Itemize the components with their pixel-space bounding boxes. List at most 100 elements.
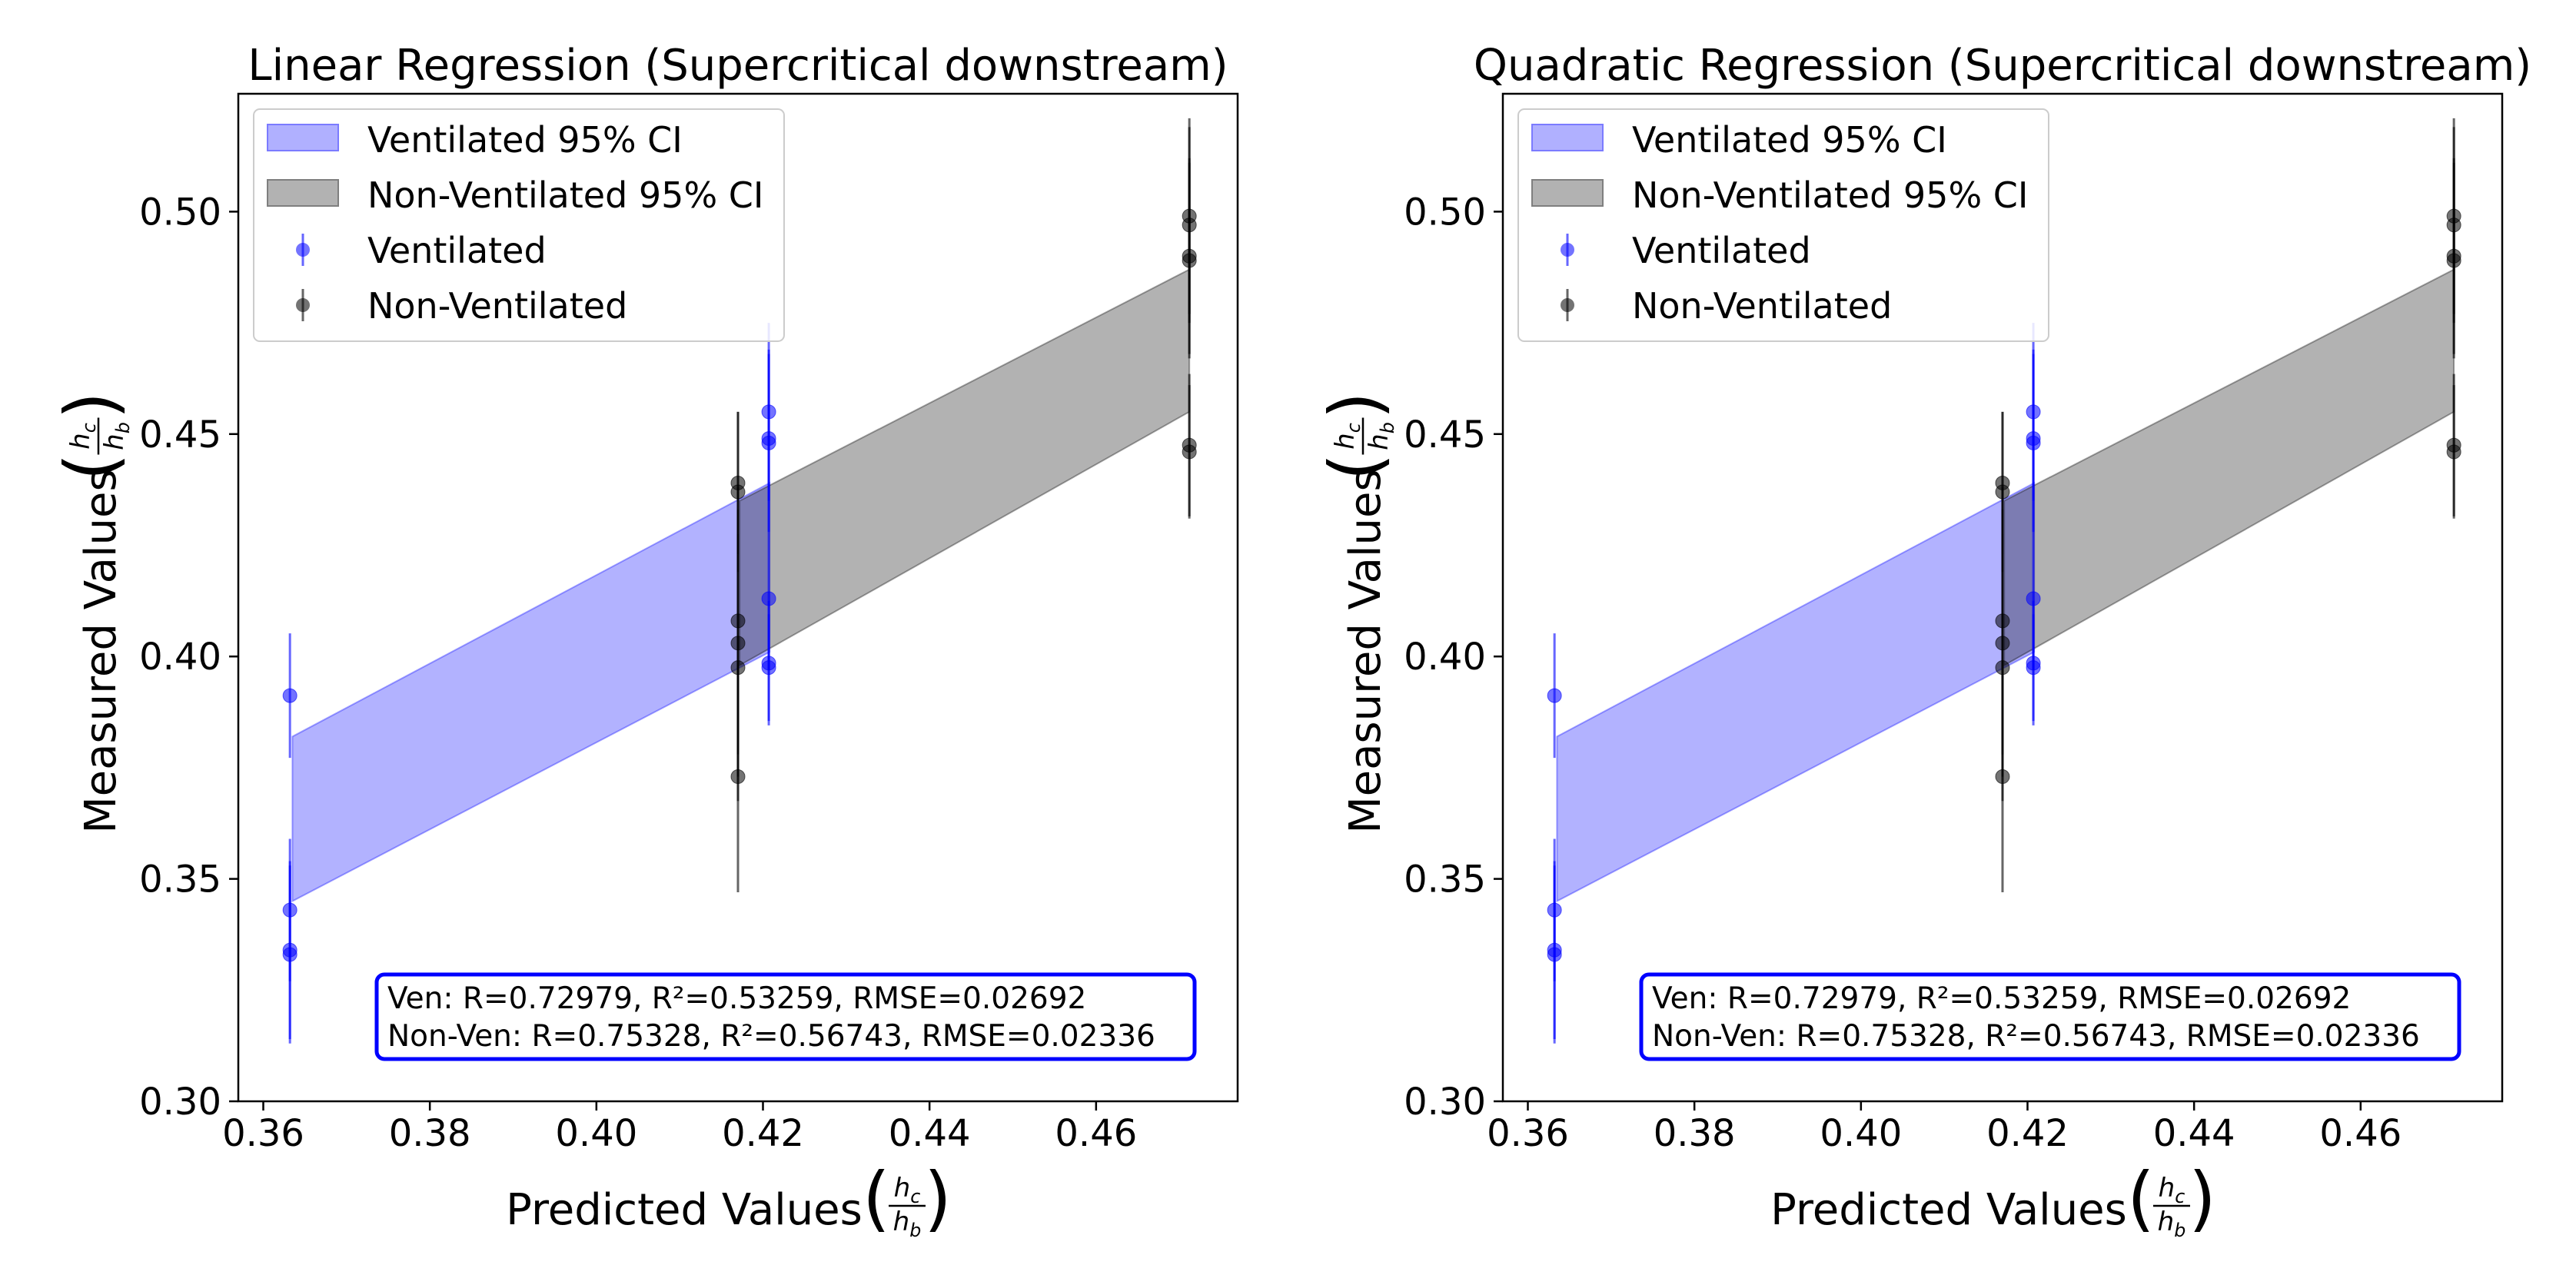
x-tick-label: 0.42: [722, 1112, 804, 1155]
y-axis-label-denominator: hb: [1364, 422, 1398, 450]
x-axis-label-left-paren: (: [863, 1157, 890, 1240]
chart-title: Linear Regression (Supercritical downstr…: [248, 41, 1228, 91]
data-point: [282, 947, 297, 962]
data-point: [1182, 253, 1197, 268]
x-axis-label-numerator: hc: [2159, 1173, 2185, 1207]
non-ventilated-series: [1995, 118, 2461, 892]
y-axis-label-numerator: hc: [65, 423, 100, 450]
x-axis-label-denominator-sub: b: [909, 1220, 921, 1241]
x-axis-label-numerator-sub: c: [2175, 1186, 2185, 1207]
y-axis-label-denominator-sub: b: [1377, 422, 1398, 433]
stats-annotation: Ven: R=0.72979, R²=0.53259, RMSE=0.02692…: [374, 972, 1197, 1061]
legend-non-ventilated-marker: [296, 298, 310, 312]
non-ventilated-series: [730, 118, 1197, 892]
non-ventilated-ci-band: [2003, 267, 2455, 667]
legend-label: Non-Ventilated 95% CI: [367, 174, 763, 216]
legend-non-ventilated-ci-swatch: [1531, 179, 1604, 207]
legend-label: Ventilated 95% CI: [367, 119, 683, 161]
x-tick-label: 0.44: [2153, 1112, 2235, 1155]
data-point: [1995, 769, 2010, 784]
legend-label: Ventilated 95% CI: [1632, 119, 1947, 161]
x-tick-label: 0.36: [1487, 1112, 1569, 1155]
data-point: [2446, 444, 2461, 460]
stats-annotation-box: [374, 972, 1197, 1061]
x-axis-label-numerator: hc: [894, 1173, 921, 1207]
legend-label: Non-Ventilated 95% CI: [1632, 174, 2028, 216]
legend-label: Ventilated: [367, 230, 547, 271]
data-point: [2446, 253, 2461, 268]
x-tick-label: 0.46: [2319, 1112, 2401, 1155]
legend-label: Ventilated: [1632, 230, 1811, 271]
legend-ventilated-marker: [1561, 243, 1574, 257]
x-axis-label-denominator: hb: [893, 1207, 922, 1241]
legend-ventilated-marker: [296, 243, 310, 257]
legend-box: [253, 108, 785, 342]
legend: Ventilated 95% CI Non-Ventilated 95% CI Ve…: [1517, 108, 2049, 342]
y-axis-label-numerator: hc: [1330, 423, 1364, 450]
y-axis-label-denominator: hb: [99, 422, 134, 450]
x-axis-label-right-paren: ): [2189, 1157, 2216, 1240]
data-point: [730, 769, 746, 784]
ventilated-ci-band: [291, 481, 771, 903]
x-tick-label: 0.38: [389, 1112, 471, 1155]
legend-ventilated-ci-swatch: [1531, 124, 1604, 151]
ventilated-ci-band: [1556, 481, 2036, 903]
non-ventilated-ci-band: [739, 267, 1191, 667]
data-point: [1547, 688, 1562, 703]
data-point: [2026, 660, 2041, 676]
data-point: [761, 435, 776, 450]
y-axis-label-denominator-sub: b: [112, 422, 134, 433]
stats-annotation: Ven: R=0.72979, R²=0.53259, RMSE=0.02692…: [1639, 972, 2461, 1061]
x-tick-label: 0.44: [889, 1112, 971, 1155]
y-axis-label-left-paren: (: [1315, 453, 1397, 481]
x-tick-label: 0.42: [1986, 1112, 2069, 1155]
x-tick-label: 0.40: [555, 1112, 637, 1155]
y-axis-title: Measured Values: [76, 469, 126, 833]
legend-non-ventilated-ci-swatch: [267, 179, 339, 207]
y-tick-label: 0.40: [1404, 636, 1486, 679]
y-axis-label-right-paren: ): [1315, 392, 1397, 420]
x-axis-label-denominator: hb: [2158, 1207, 2186, 1241]
chart-title: Quadratic Regression (Supercritical down…: [1474, 41, 2531, 91]
stats-ventilated-line: Ven: R=0.72979, R²=0.53259, RMSE=0.02692: [387, 981, 1086, 1016]
y-tick-label: 0.45: [139, 413, 221, 457]
ventilated-series: [282, 323, 776, 1044]
x-axis-title: Predicted Values: [506, 1185, 863, 1235]
x-axis-title: Predicted Values: [1770, 1185, 2127, 1235]
legend-box: [1517, 108, 2049, 342]
ventilated-series: [1547, 323, 2041, 1044]
y-axis-title: Measured Values: [1341, 469, 1391, 833]
x-axis-label-numerator-sub: c: [910, 1186, 920, 1207]
linear-regression-panel: Linear Regression (Supercritical downstr…: [50, 41, 1239, 1241]
stats-annotation-box: [1639, 972, 2461, 1061]
y-tick-label: 0.50: [1404, 191, 1486, 234]
y-tick-label: 0.40: [139, 636, 221, 679]
y-tick-label: 0.45: [1404, 413, 1486, 457]
data-point: [2026, 435, 2041, 450]
plot-frame: [237, 92, 1239, 1103]
plot-frame: [1501, 92, 2504, 1103]
y-axis-label-right-paren: ): [50, 392, 132, 420]
y-axis-label-left-paren: (: [50, 453, 132, 481]
y-tick-label: 0.35: [139, 858, 221, 901]
stats-ventilated-line: Ven: R=0.72979, R²=0.53259, RMSE=0.02692: [1652, 981, 2351, 1016]
data-point: [761, 660, 776, 676]
x-axis-label-left-paren: (: [2127, 1157, 2155, 1240]
stats-non-ventilated-line: Non-Ven: R=0.75328, R²=0.56743, RMSE=0.0…: [387, 1019, 1155, 1054]
x-tick-label: 0.40: [1820, 1112, 1902, 1155]
y-tick-label: 0.35: [1404, 858, 1486, 901]
legend-label: Non-Ventilated: [367, 285, 627, 327]
y-axis-label-numerator-sub: c: [78, 423, 100, 433]
legend-non-ventilated-marker: [1561, 298, 1574, 312]
x-tick-label: 0.36: [222, 1112, 304, 1155]
legend: Ventilated 95% CI Non-Ventilated 95% CI Ve…: [253, 108, 785, 342]
data-point: [282, 688, 297, 703]
legend-label: Non-Ventilated: [1632, 285, 1892, 327]
